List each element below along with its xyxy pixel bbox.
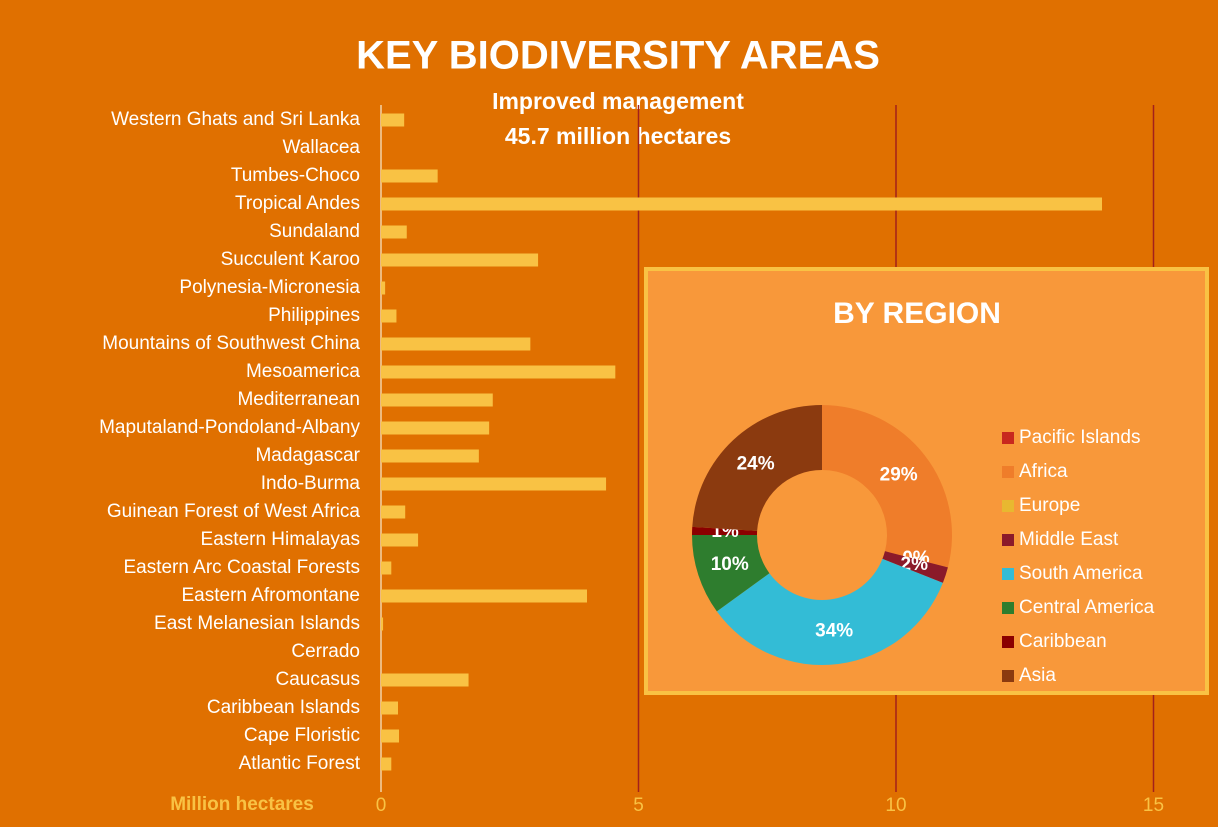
y-tick-label: Eastern Afromontane <box>182 585 361 606</box>
bar <box>381 253 539 267</box>
donut-slice <box>716 558 943 666</box>
data-label: 24% <box>737 453 775 474</box>
y-tick-label: Mountains of Southwest China <box>102 333 360 354</box>
x-tick-label: 10 <box>885 795 906 816</box>
legend-label: Central America <box>1019 597 1155 618</box>
legend-label: Asia <box>1019 665 1056 686</box>
y-tick-label: Indo-Burma <box>261 473 361 494</box>
legend-swatch <box>1002 500 1014 512</box>
bar <box>381 365 616 379</box>
x-tick-label: 5 <box>633 795 644 816</box>
chart-title: KEY BIODIVERSITY AREAS <box>356 34 880 78</box>
legend-label: Africa <box>1019 461 1068 482</box>
y-tick-label: Caucasus <box>276 669 361 690</box>
bar <box>381 673 469 687</box>
y-tick-label: Tumbes-Choco <box>231 165 360 186</box>
legend-swatch <box>1002 534 1014 546</box>
legend-swatch <box>1002 602 1014 614</box>
x-axis-label: Million hectares <box>170 794 314 815</box>
legend-swatch <box>1002 466 1014 478</box>
bar <box>381 421 490 435</box>
legend-swatch <box>1002 636 1014 648</box>
y-tick-label: Eastern Arc Coastal Forests <box>123 557 360 578</box>
donut-slice <box>692 405 822 531</box>
bar <box>381 589 587 603</box>
legend-label: Middle East <box>1019 529 1119 550</box>
y-tick-label: Eastern Himalayas <box>201 529 360 550</box>
y-tick-label: Mesoamerica <box>246 361 360 382</box>
legend-label: Caribbean <box>1019 631 1107 652</box>
legend-label: South America <box>1019 563 1143 584</box>
y-tick-label: Guinean Forest of West Africa <box>107 501 361 522</box>
legend-swatch <box>1002 432 1014 444</box>
bar <box>381 729 400 743</box>
legend-swatch <box>1002 670 1014 682</box>
y-tick-label: Sundaland <box>269 221 360 242</box>
bar <box>381 309 397 323</box>
bar <box>381 757 392 771</box>
x-tick-label: 0 <box>376 795 387 816</box>
bar <box>381 281 386 295</box>
y-tick-label: Polynesia-Micronesia <box>179 277 360 298</box>
donut-slice <box>692 526 758 535</box>
bar <box>381 533 419 547</box>
subtitle: 45.7 million hectares <box>505 123 731 149</box>
y-tick-label: Caribbean Islands <box>207 697 360 718</box>
bar <box>381 225 407 239</box>
bar <box>381 505 406 519</box>
donut-slice <box>822 405 953 568</box>
bar <box>381 393 493 407</box>
y-tick-label: Cape Floristic <box>244 725 360 746</box>
inset-title: BY REGION <box>833 297 1001 330</box>
y-tick-label: Wallacea <box>283 137 361 158</box>
bar <box>381 113 405 127</box>
bar <box>381 477 607 491</box>
subtitle: Improved management <box>492 88 744 114</box>
x-tick-label: 15 <box>1143 795 1164 816</box>
legend-swatch <box>1002 568 1014 580</box>
bar <box>381 617 384 631</box>
y-tick-label: Tropical Andes <box>235 193 360 214</box>
y-tick-label: Atlantic Forest <box>239 753 361 774</box>
bar <box>381 169 438 183</box>
data-label: 29% <box>880 465 918 486</box>
bar <box>381 197 1102 211</box>
y-tick-label: Western Ghats and Sri Lanka <box>111 109 360 130</box>
bar <box>381 701 398 715</box>
bar <box>381 561 392 575</box>
bar <box>381 449 479 463</box>
y-tick-label: Philippines <box>268 305 360 326</box>
donut-slice <box>882 551 948 583</box>
legend-label: Europe <box>1019 495 1080 516</box>
legend-label: Pacific Islands <box>1019 427 1140 448</box>
data-label: 34% <box>815 620 853 641</box>
y-tick-label: Madagascar <box>255 445 360 466</box>
y-tick-label: Cerrado <box>291 641 360 662</box>
data-label: 10% <box>711 554 749 575</box>
y-tick-label: Mediterranean <box>237 389 360 410</box>
bar <box>381 337 531 351</box>
donut-slice <box>692 535 770 612</box>
y-tick-label: Maputaland-Pondoland-Albany <box>99 417 360 438</box>
y-tick-label: East Melanesian Islands <box>154 613 360 634</box>
y-tick-label: Succulent Karoo <box>221 249 360 270</box>
